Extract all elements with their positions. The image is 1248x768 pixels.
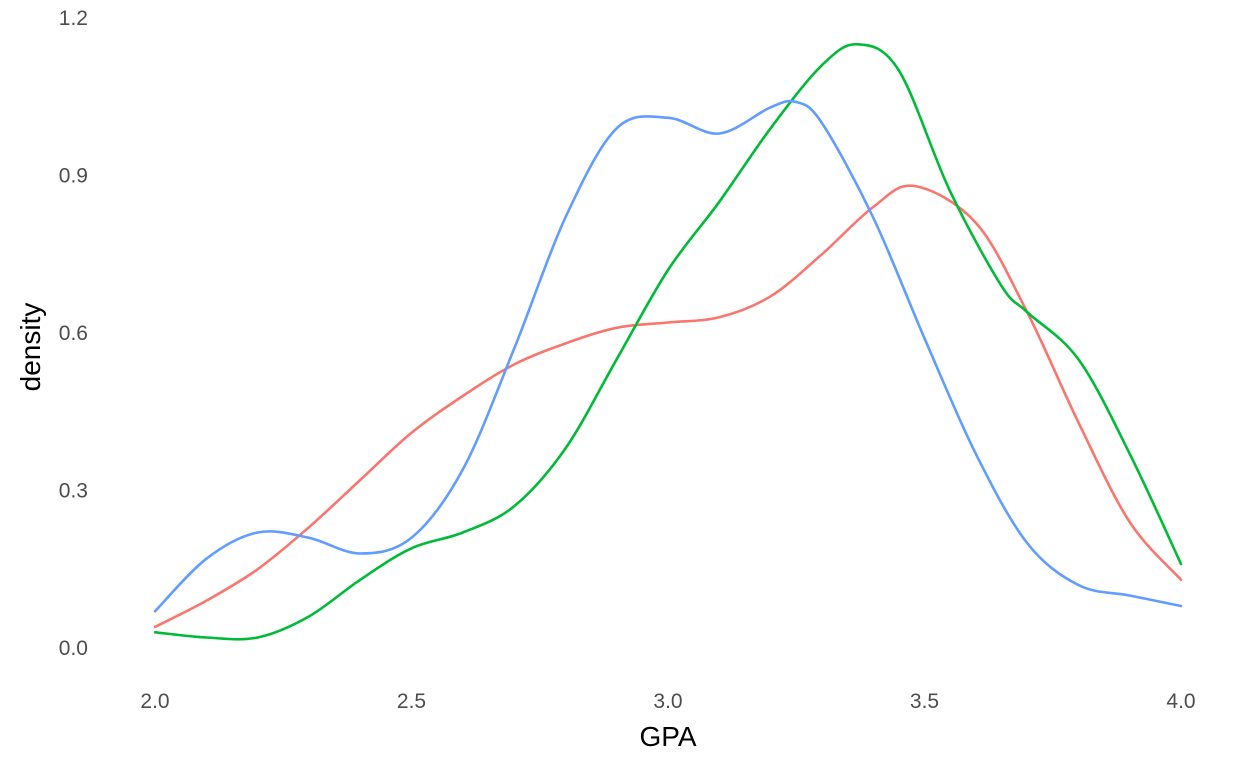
series-lines <box>153 42 1183 641</box>
x-tick-label: 2.0 <box>140 690 169 713</box>
x-axis-title: GPA <box>639 721 696 752</box>
density-line-3 <box>153 99 1183 613</box>
x-tick-label: 3.5 <box>910 690 939 713</box>
y-tick-label: 0.9 <box>59 165 88 188</box>
y-tick-label: 0.6 <box>59 322 88 345</box>
x-tick-label: 3.0 <box>653 690 682 713</box>
density-line-1 <box>153 184 1183 629</box>
y-tick-label: 1.2 <box>59 7 88 30</box>
x-tick-label: 4.0 <box>1166 690 1195 713</box>
density-line-2 <box>153 42 1183 641</box>
x-tick-label: 2.5 <box>397 690 426 713</box>
x-axis-ticks: 2.0 2.5 3.0 3.5 4.0 <box>140 690 1195 713</box>
y-tick-label: 0.0 <box>59 637 88 660</box>
y-axis-ticks: 0.0 0.3 0.6 0.9 1.2 <box>59 7 88 660</box>
y-tick-label: 0.3 <box>59 480 88 503</box>
y-axis-title: density <box>15 303 46 392</box>
